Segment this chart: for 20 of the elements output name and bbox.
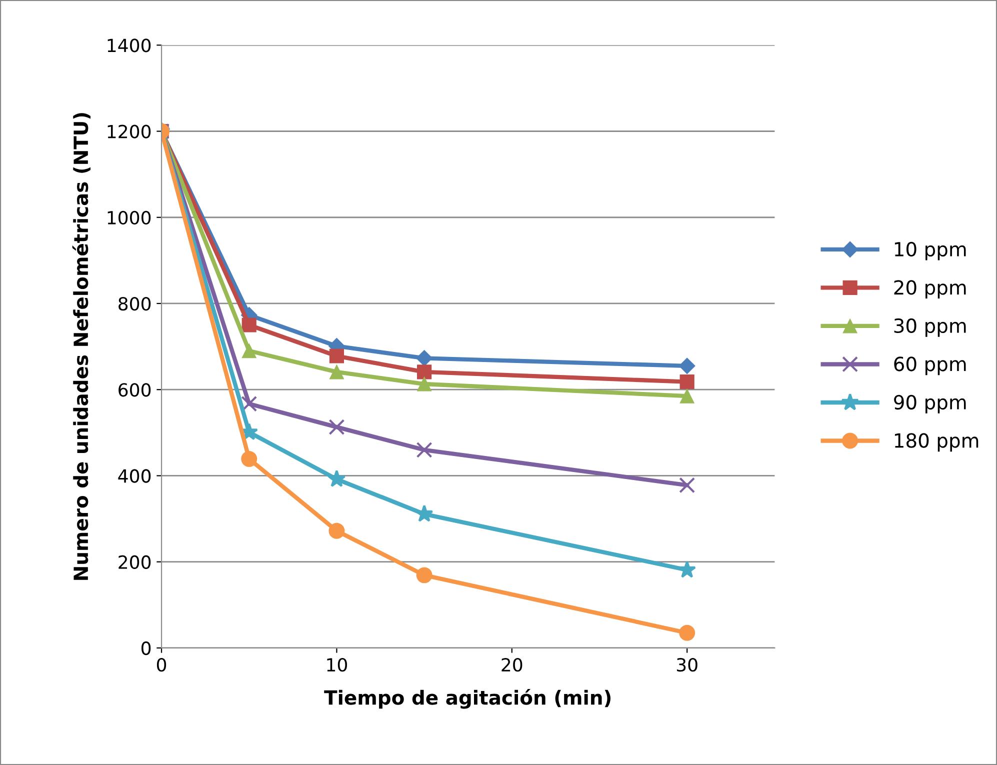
y-tick-label: 1400 bbox=[108, 38, 151, 52]
y-tick-label: 800 bbox=[118, 296, 151, 311]
x-tick-label: 30 bbox=[676, 658, 698, 672]
y-tick-label: 200 bbox=[118, 555, 151, 569]
y-axis-title: Numero de unidades Nefelométricas (NTU) bbox=[72, 113, 90, 580]
legend-label: 20 ppm bbox=[894, 280, 966, 299]
y-tick-label: 1200 bbox=[108, 124, 151, 138]
legend-label: 10 ppm bbox=[894, 242, 966, 260]
x-axis-title: Tiempo de agitación (min) bbox=[324, 689, 610, 709]
y-tick-label: 1000 bbox=[108, 210, 151, 224]
legend-label: 30 ppm bbox=[894, 318, 966, 337]
y-tick-label: 600 bbox=[118, 383, 151, 397]
y-tick-label: 400 bbox=[118, 469, 151, 483]
y-tick-label: 0 bbox=[141, 641, 151, 656]
x-tick-label: 0 bbox=[156, 658, 166, 672]
legend-label: 180 ppm bbox=[894, 433, 978, 452]
x-tick-label: 10 bbox=[327, 658, 347, 672]
legend-label: 60 ppm bbox=[894, 356, 966, 376]
legend-label: 90 ppm bbox=[894, 394, 966, 414]
x-tick-label: 20 bbox=[502, 658, 522, 672]
